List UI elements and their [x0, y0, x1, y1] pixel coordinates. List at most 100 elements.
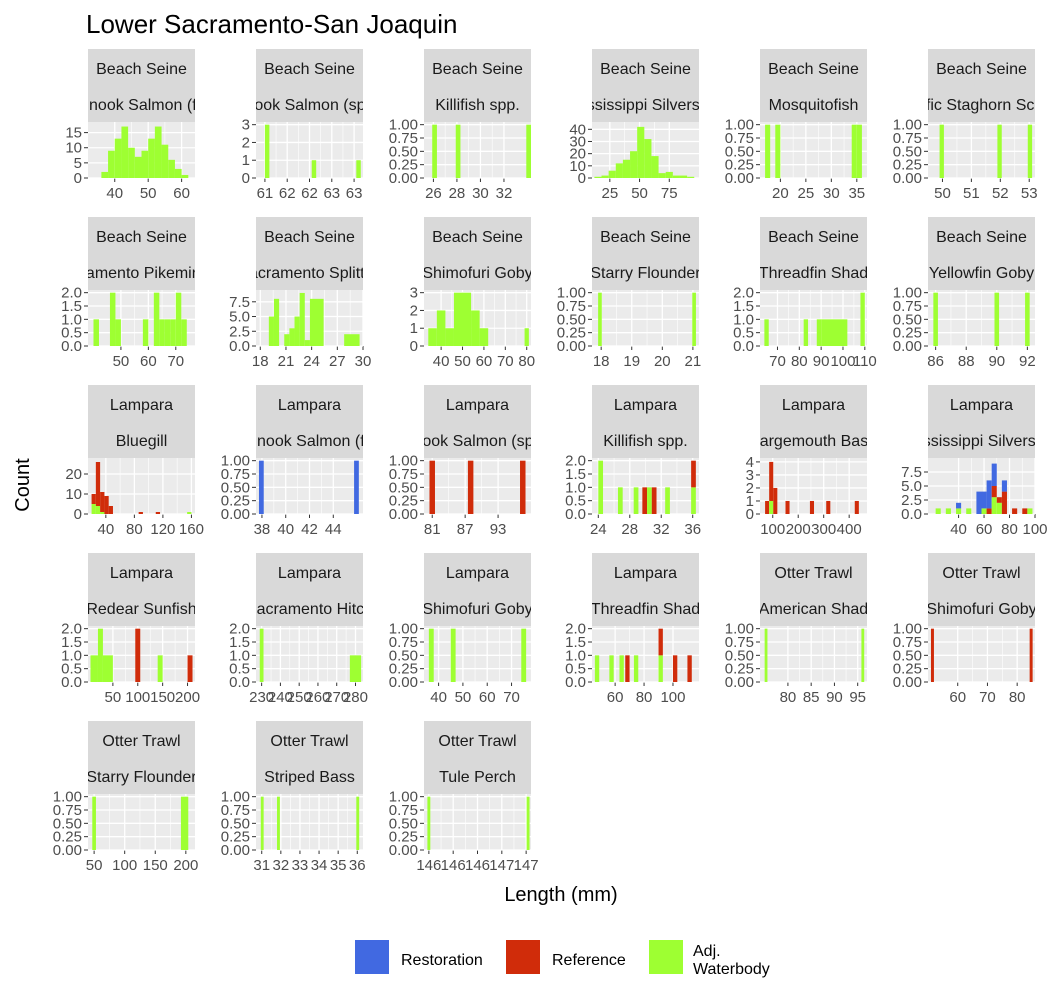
chart-title: Lower Sacramento-San Joaquin	[86, 9, 457, 39]
facet-strip-labels: Beach Seine Shimofuri Goby	[422, 229, 532, 282]
strip-species-label: Shimofuri Goby	[422, 265, 532, 282]
y-tick-label: 0.00	[893, 170, 922, 187]
y-tick-label: 0.00	[389, 842, 418, 859]
histogram-bar-adj-waterbody	[775, 124, 781, 178]
y-tick-label: 5	[74, 155, 82, 172]
x-tick-label: 270	[324, 689, 349, 706]
histogram-bar-adj-waterbody	[658, 655, 663, 682]
x-tick-label: 200	[175, 689, 200, 706]
histogram-bar-restoration	[956, 502, 962, 509]
y-tick-label: 10	[65, 140, 82, 157]
facet-strip	[88, 721, 195, 794]
x-tick-label: 40	[430, 689, 447, 706]
facet-strip	[928, 49, 1035, 122]
histogram-bar-adj-waterbody	[289, 328, 295, 346]
x-tick-label: 80	[1001, 521, 1018, 538]
histogram-bar-reference	[1012, 508, 1018, 514]
histogram-bar-adj-waterbody	[428, 328, 437, 346]
facet-strip-labels: Otter Trawl American Shad	[760, 565, 867, 618]
histogram-bar-adj-waterbody	[344, 334, 360, 346]
x-tick-label: 80	[1009, 689, 1026, 706]
x-tick-label: 50	[86, 857, 103, 874]
facet-strip	[424, 385, 531, 458]
facet-panel-background	[592, 290, 699, 346]
x-tick-label: 21	[278, 353, 295, 370]
y-tick-label: 0.25	[389, 493, 418, 510]
strip-species-label: Killifish spp.	[603, 433, 687, 450]
strip-method-label: Beach Seine	[768, 229, 859, 246]
facet-strip-labels: Beach Seine Mosquitofish	[768, 61, 859, 114]
histogram-bar-reference	[108, 506, 113, 514]
legend-swatch-reference	[506, 940, 540, 974]
y-tick-label: 3	[410, 285, 418, 302]
x-tick-label: 86	[927, 353, 944, 370]
histogram-bar-adj-waterbody	[816, 319, 822, 346]
x-tick-label: 75	[661, 185, 678, 202]
y-axis-label: Count	[12, 458, 34, 512]
strip-method-label: Otter Trawl	[774, 565, 852, 582]
legend-label-restoration: Restoration	[401, 952, 483, 969]
histogram-bar-adj-waterbody	[428, 628, 434, 682]
y-tick-label: 2.5	[229, 323, 250, 340]
histogram-bar-adj-waterbody	[181, 174, 189, 178]
histogram-bar-adj-waterbody	[615, 163, 623, 178]
y-tick-label: 2	[746, 480, 754, 497]
histogram-bar-reference	[672, 655, 678, 682]
strip-species-label: Tule Perch	[439, 769, 516, 786]
facet-strip-labels: Lampara Redear Sunfish	[88, 565, 195, 618]
histogram-bar-adj-waterbody	[115, 319, 121, 346]
x-tick-label: 50	[105, 689, 122, 706]
y-tick-label: 0.50	[53, 815, 82, 832]
facet-panel-background	[424, 122, 531, 178]
y-tick-label: 0.5	[565, 493, 586, 510]
facet-strip	[928, 217, 1035, 290]
histogram-bar-reference	[854, 500, 859, 514]
histogram-bar-adj-waterbody	[309, 298, 324, 346]
y-tick-label: 0.00	[725, 674, 754, 691]
y-tick-label: 0	[74, 170, 82, 187]
histogram-bar-adj-waterbody	[956, 508, 962, 514]
legend-label-adj-waterbody: Adj.	[693, 943, 721, 960]
histogram-bar-adj-waterbody	[994, 292, 1000, 346]
strip-method-label: Lampara	[446, 397, 509, 414]
x-tick-label: 25	[601, 185, 618, 202]
facet-strip-labels: Lampara Chinook Salmon (spring)	[424, 397, 531, 450]
histogram-bar-adj-waterbody	[692, 292, 696, 346]
histogram-bar-adj-waterbody	[92, 796, 96, 850]
y-tick-label: 1.5	[565, 634, 586, 651]
facet-strip	[424, 721, 531, 794]
histogram-bar-adj-waterbody	[856, 124, 862, 178]
y-tick-label: 0	[746, 506, 754, 523]
histogram-bar-reference	[691, 460, 696, 488]
histogram-bar-adj-waterbody	[471, 310, 480, 346]
x-tick-label: 60	[607, 689, 624, 706]
y-tick-label: 0.75	[389, 130, 418, 147]
x-tick-label: 70	[979, 689, 996, 706]
facet-panel-background	[760, 290, 867, 346]
facet-panel-background	[928, 626, 1035, 682]
y-tick-label: 1.00	[725, 621, 754, 638]
y-tick-label: 0.50	[893, 647, 922, 664]
y-tick-label: 0.25	[389, 157, 418, 174]
y-tick-label: 1.00	[389, 789, 418, 806]
y-tick-label: 0.50	[389, 647, 418, 664]
histogram-bar-reference	[155, 512, 161, 514]
y-tick-label: 0.0	[229, 338, 250, 355]
histogram-bar-adj-waterbody	[93, 319, 99, 346]
facet-strip-labels: Lampara Sacramento Hitch	[256, 565, 363, 618]
y-tick-label: 1.00	[893, 621, 922, 638]
y-tick-label: 3	[746, 467, 754, 484]
histogram-bar-restoration	[354, 460, 359, 514]
facet-strip	[256, 721, 363, 794]
facet-strip	[760, 385, 867, 458]
histogram-bar-adj-waterbody	[284, 334, 290, 346]
histogram-bar-adj-waterbody	[164, 319, 171, 346]
histogram-bar-adj-waterbody	[524, 328, 529, 346]
x-tick-label: 60	[173, 185, 190, 202]
strip-species-label: Pacific Staghorn Sculpin	[895, 97, 1050, 114]
y-tick-label: 0.50	[893, 311, 922, 328]
strip-method-label: Beach Seine	[96, 229, 187, 246]
facet-strip-labels: Lampara Bluegill	[110, 397, 173, 450]
facet-strip-labels: Beach Seine Chinook Salmon (fall)	[88, 61, 195, 114]
facet-lampara-chinook-salmon-spring: Lampara Chinook Salmon (spring) 81 87 93 0.00…	[389, 385, 531, 538]
